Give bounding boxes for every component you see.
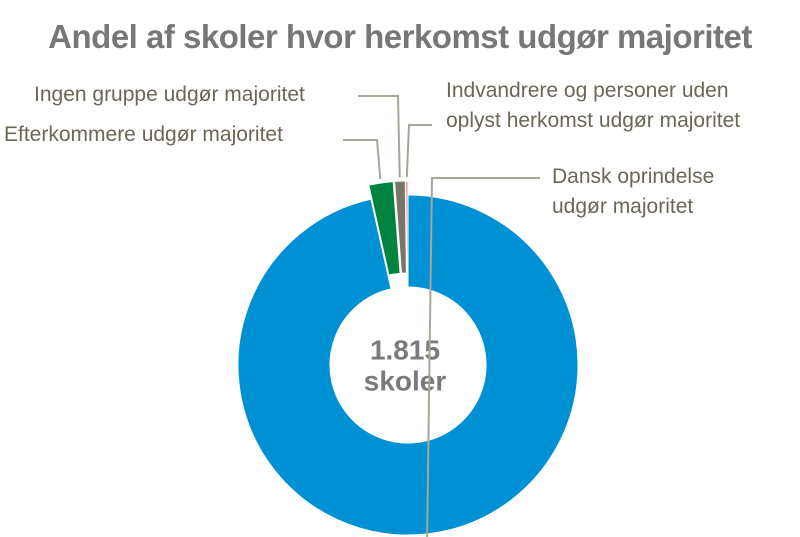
donut-slice <box>237 194 579 536</box>
donut-slice <box>394 180 407 274</box>
leader-line <box>343 139 382 180</box>
donut-slice <box>405 180 409 274</box>
chart-title: Andel af skoler hvor herkomst udgør majo… <box>48 18 752 55</box>
slice-label: Dansk oprindelse udgør majoritet <box>552 165 715 218</box>
leader-line <box>358 95 401 178</box>
center-number: 1.815 <box>370 334 440 365</box>
donut-slice <box>368 181 401 276</box>
slice-label: Ingen gruppe udgør majoritet <box>34 83 305 106</box>
leader-line <box>426 177 540 537</box>
leader-line <box>405 124 432 178</box>
slice-label: Efterkommere udgør majoritet <box>4 123 283 146</box>
slice-label: Indvandrere og personer uden oplyst herk… <box>446 79 741 132</box>
center-text: skoler <box>364 365 447 396</box>
